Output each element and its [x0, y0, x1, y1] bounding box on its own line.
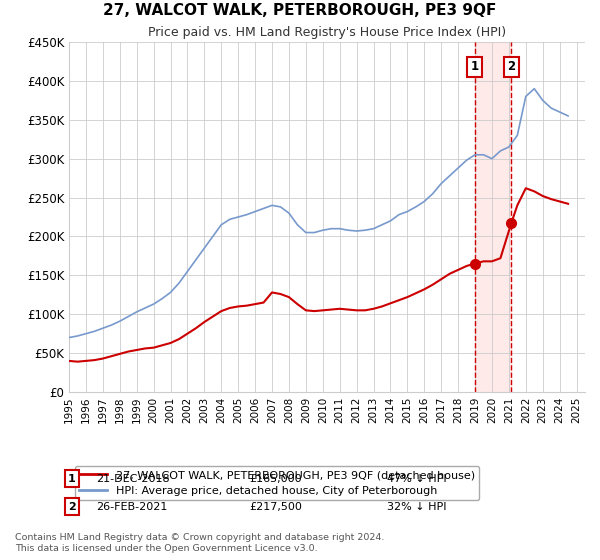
- Text: 1: 1: [470, 60, 479, 73]
- Text: 1: 1: [68, 474, 76, 484]
- Text: 47% ↓ HPI: 47% ↓ HPI: [387, 474, 446, 484]
- Text: 27, WALCOT WALK, PETERBOROUGH, PE3 9QF: 27, WALCOT WALK, PETERBOROUGH, PE3 9QF: [103, 3, 497, 18]
- Text: 21-DEC-2018: 21-DEC-2018: [96, 474, 170, 484]
- Legend: 27, WALCOT WALK, PETERBOROUGH, PE3 9QF (detached house), HPI: Average price, det: 27, WALCOT WALK, PETERBOROUGH, PE3 9QF (…: [74, 466, 479, 500]
- Text: 2: 2: [68, 502, 76, 512]
- Text: Contains HM Land Registry data © Crown copyright and database right 2024.
This d: Contains HM Land Registry data © Crown c…: [15, 533, 385, 553]
- Text: £165,000: £165,000: [249, 474, 302, 484]
- Text: 32% ↓ HPI: 32% ↓ HPI: [387, 502, 446, 512]
- Text: £217,500: £217,500: [249, 502, 302, 512]
- Title: Price paid vs. HM Land Registry's House Price Index (HPI): Price paid vs. HM Land Registry's House …: [148, 26, 506, 39]
- Text: 2: 2: [508, 60, 515, 73]
- Text: 26-FEB-2021: 26-FEB-2021: [96, 502, 167, 512]
- Bar: [475, 42, 511, 392]
